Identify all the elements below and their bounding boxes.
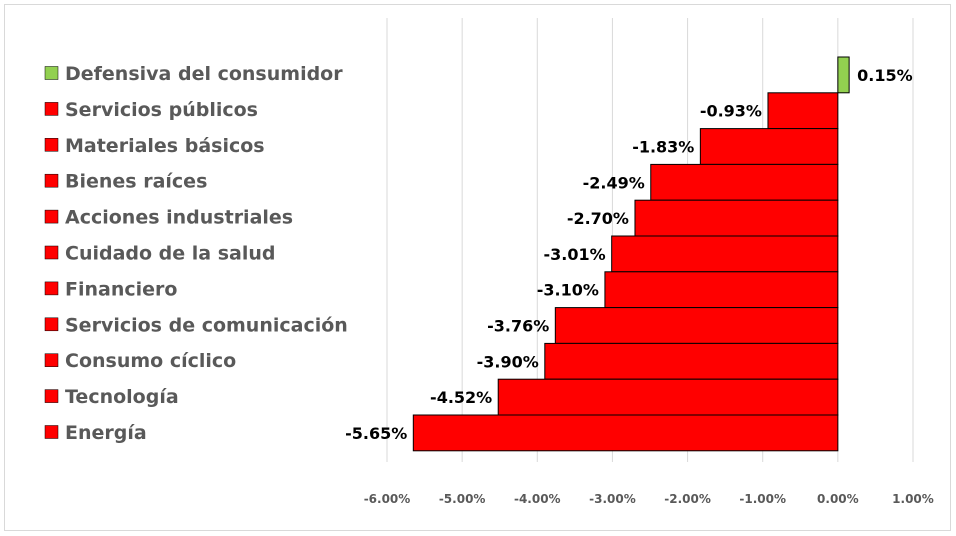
x-tick-label: -3.00%: [589, 492, 636, 506]
bar: [412, 414, 839, 452]
legend-label: Defensiva del consumidor: [65, 63, 343, 85]
x-tick-label: 1.00%: [892, 492, 934, 506]
data-label: -3.01%: [544, 245, 606, 264]
bar: [604, 271, 839, 309]
bar: [634, 199, 839, 237]
legend-swatch: [44, 353, 59, 367]
x-tick-label: -2.00%: [664, 492, 711, 506]
x-tick-label: -6.00%: [364, 492, 411, 506]
legend-swatch: [44, 209, 59, 224]
legend-label: Servicios de comunicación: [65, 314, 348, 336]
bar: [497, 378, 839, 416]
x-tick-label: -5.00%: [439, 492, 486, 506]
data-label: -5.65%: [345, 424, 407, 443]
legend-swatch: [44, 173, 59, 188]
legend: Defensiva del consumidor Servicios públic…: [44, 63, 348, 444]
data-labels: 0.15% -0.93% -1.83% -2.49% -2.70% -3.01% -3.10…: [345, 66, 913, 443]
legend-label: Consumo cíclico: [65, 350, 236, 372]
legend-swatch: [44, 102, 59, 116]
data-label: -3.10%: [537, 281, 599, 300]
data-label: -2.70%: [567, 209, 629, 228]
legend-label: Bienes raíces: [65, 171, 207, 193]
bar: [650, 163, 839, 201]
legend-label: Financiero: [65, 278, 177, 300]
data-label: -2.49%: [583, 173, 645, 192]
legend-label: Acciones industriales: [65, 207, 293, 229]
data-label: -3.76%: [487, 317, 549, 336]
data-label: 0.15%: [857, 66, 913, 85]
bars: [412, 56, 850, 452]
legend-label: Cuidado de la salud: [65, 243, 276, 265]
legend-label: Tecnología: [65, 386, 179, 408]
bar: [611, 235, 839, 273]
bar: [767, 92, 839, 130]
bar: [544, 342, 839, 380]
bar: [554, 307, 839, 344]
x-tick-label: 0.00%: [817, 492, 859, 506]
legend-swatch: [44, 317, 59, 332]
x-axis-tick-labels: -6.00% -5.00% -4.00% -3.00% -2.00% -1.00% 0.00…: [364, 492, 934, 506]
legend-label: Materiales básicos: [65, 135, 265, 157]
data-label: -1.83%: [632, 138, 694, 157]
bar: [837, 56, 850, 94]
legend-swatch: [44, 245, 59, 260]
legend-swatch: [44, 425, 59, 439]
legend-swatch: [44, 66, 59, 80]
legend-swatch: [44, 281, 59, 296]
data-label: -4.52%: [430, 388, 492, 407]
bar: [699, 128, 839, 165]
legend-swatch: [44, 138, 59, 152]
data-label: -0.93%: [700, 102, 762, 121]
legend-swatch: [44, 389, 59, 403]
x-tick-label: -4.00%: [514, 492, 561, 506]
x-tick-label: -1.00%: [739, 492, 786, 506]
legend-label: Energía: [65, 422, 147, 444]
data-label: -3.90%: [477, 352, 539, 371]
legend-label: Servicios públicos: [65, 99, 258, 121]
